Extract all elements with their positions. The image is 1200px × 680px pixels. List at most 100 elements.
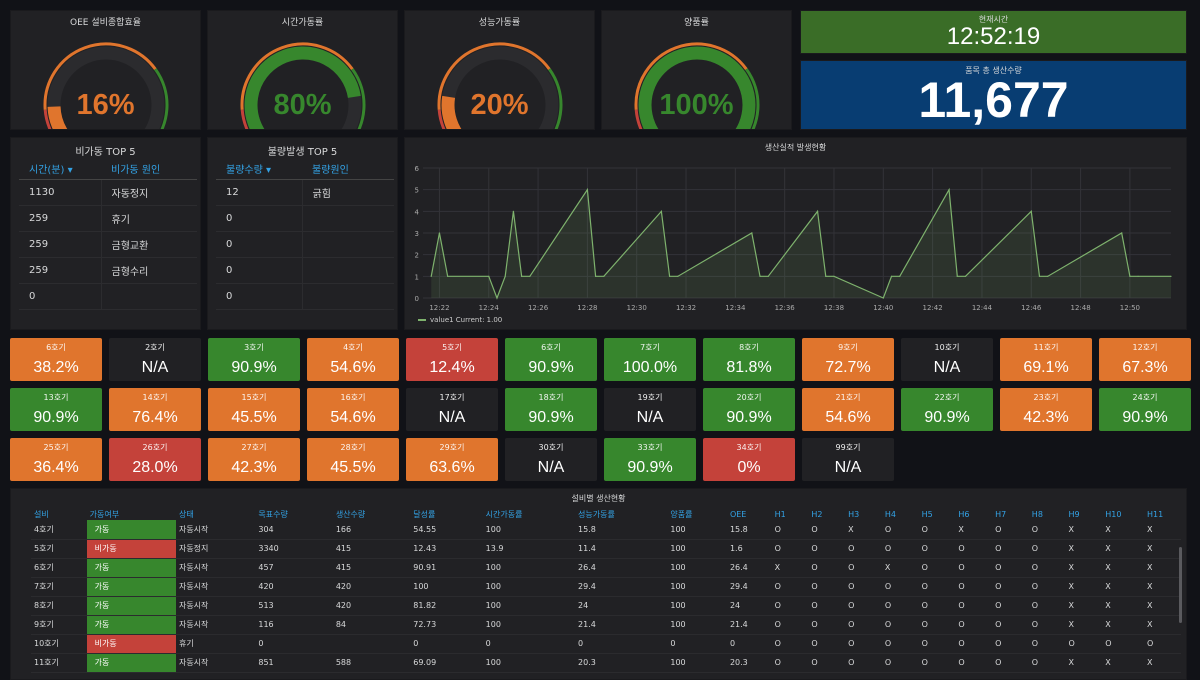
column-header[interactable]: H6 — [958, 510, 970, 519]
table-row[interactable]: 6호기 가동 자동시작 457 415 90.91 100 26.4 100 26.4 X O O X O O… — [31, 558, 1181, 578]
machine-tile[interactable]: 12호기 67.3% — [1099, 338, 1191, 381]
hour-check-cell: X — [1065, 539, 1103, 559]
table-row[interactable]: 10호기 비가동 휴기 0 0 0 0 0 0 O O O O O O O O O O O — [31, 634, 1181, 654]
table-cell: 자동시작 — [175, 615, 256, 635]
machine-rate: 69.1% — [1023, 359, 1069, 376]
machine-tile[interactable]: 23호기 42.3% — [1000, 388, 1092, 431]
machine-name: 18호기 — [538, 393, 564, 402]
machine-tile[interactable]: 24호기 90.9% — [1099, 388, 1191, 431]
machine-tile[interactable]: 5호기 12.4% — [406, 338, 498, 381]
machine-tile[interactable]: 99호기 N/A — [802, 438, 894, 481]
column-header[interactable]: H10 — [1105, 510, 1122, 519]
hour-check-cell: O — [918, 558, 956, 578]
column-header[interactable]: 성능가동률 — [578, 510, 615, 519]
column-header[interactable]: 상태 — [178, 510, 194, 519]
table-cell: 851 — [255, 653, 333, 673]
column-header[interactable]: H1 — [774, 510, 786, 519]
hour-check-cell: O — [992, 634, 1029, 654]
column-header[interactable]: H7 — [995, 510, 1007, 519]
hour-check-cell: X — [1102, 653, 1144, 673]
hour-check-cell: X — [1144, 596, 1181, 616]
downtime-col-minutes[interactable]: 시간(분) ▾ — [19, 158, 101, 180]
defect-cell: 0 — [216, 257, 302, 284]
column-header[interactable]: 생산수량 — [335, 510, 366, 519]
threshold-orange — [43, 42, 157, 110]
machine-tile[interactable]: 21호기 54.6% — [802, 388, 894, 431]
table-row[interactable]: 11호기 가동 자동시작 851 588 69.09 100 20.3 100 20.3 O O O O O… — [31, 653, 1181, 673]
machine-rate: 90.9% — [528, 359, 574, 376]
hour-check-cell: X — [1102, 596, 1144, 616]
machine-tile[interactable]: 28호기 45.5% — [307, 438, 399, 481]
downtime-col-cause[interactable]: 비가동 원인 — [101, 158, 197, 180]
time-availability-gauge-panel: 시간가동률 80% — [207, 10, 398, 130]
machine-tile[interactable]: 33호기 90.9% — [604, 438, 696, 481]
machine-tile[interactable]: 10호기 N/A — [901, 338, 993, 381]
table-row[interactable]: 7호기 가동 자동시작 420 420 100 100 29.4 100 29.4 O O O O O O O O… — [31, 577, 1181, 597]
column-header[interactable]: H4 — [884, 510, 896, 519]
column-header[interactable]: H11 — [1147, 510, 1164, 519]
hour-check-cell: X — [955, 520, 993, 540]
data-point — [759, 275, 761, 277]
table-cell: 11호기 — [31, 653, 87, 673]
machine-tile[interactable]: 3호기 90.9% — [208, 338, 300, 381]
machine-tile[interactable]: 14호기 76.4% — [109, 388, 201, 431]
downtime-cell: 259 — [19, 205, 101, 232]
table-cell: 0 — [255, 634, 333, 654]
table-cell: 0 — [410, 634, 483, 654]
machine-tile[interactable]: 20호기 90.9% — [703, 388, 795, 431]
machine-tile[interactable]: 15호기 45.5% — [208, 388, 300, 431]
column-header[interactable]: H9 — [1068, 510, 1080, 519]
machine-tile[interactable]: 30호기 N/A — [505, 438, 597, 481]
column-header[interactable]: 목표수량 — [258, 510, 288, 519]
column-header[interactable]: 설비 — [34, 510, 49, 519]
downtime-row: 0 — [19, 283, 197, 310]
machine-tile[interactable]: 16호기 54.6% — [307, 388, 399, 431]
table-row[interactable]: 5호기 비가동 자동정지 3340 415 12.43 13.9 11.4 100 1.6 O O O O… — [31, 539, 1181, 559]
defect-cell — [301, 231, 394, 258]
gauge-fill — [244, 46, 361, 129]
machine-tile[interactable]: 17호기 N/A — [406, 388, 498, 431]
machine-tile[interactable]: 13호기 90.9% — [10, 388, 102, 431]
machine-rate: 81.8% — [726, 359, 772, 376]
column-header[interactable]: 달성률 — [413, 510, 436, 519]
machine-name: 6호기 — [541, 343, 561, 352]
table-scrollbar[interactable] — [1179, 547, 1182, 623]
column-header[interactable]: H8 — [1031, 510, 1043, 519]
machine-tile[interactable]: 26호기 28.0% — [109, 438, 201, 481]
column-header[interactable]: H2 — [811, 510, 823, 519]
column-header[interactable]: OEE — [729, 510, 747, 519]
machine-tile[interactable]: 6호기 90.9% — [505, 338, 597, 381]
machine-tile[interactable]: 25호기 36.4% — [10, 438, 102, 481]
column-header[interactable]: 양품률 — [670, 510, 693, 519]
defect-col-cause[interactable]: 불량원인 — [302, 158, 394, 180]
machine-tile[interactable]: 19호기 N/A — [604, 388, 696, 431]
machine-tile[interactable]: 18호기 90.9% — [505, 388, 597, 431]
machine-tile[interactable]: 2호기 N/A — [109, 338, 201, 381]
machine-tile[interactable]: 11호기 69.1% — [1000, 338, 1092, 381]
machine-tile[interactable]: 7호기 100.0% — [604, 338, 696, 381]
hour-check-cell: O — [1028, 615, 1066, 635]
machine-name: 11호기 — [1033, 343, 1059, 352]
column-header[interactable]: H5 — [921, 510, 933, 519]
machine-tile[interactable]: 29호기 63.6% — [406, 438, 498, 481]
table-row[interactable]: 8호기 가동 자동시작 513 420 81.82 100 24 100 24 O O O O O O O O X X… — [31, 596, 1181, 616]
quality-gauge-value: 100% — [659, 89, 734, 121]
machine-tile[interactable]: 27호기 42.3% — [208, 438, 300, 481]
machine-tile[interactable]: 22호기 90.9% — [901, 388, 993, 431]
machine-tile[interactable]: 6호기 38.2% — [10, 338, 102, 381]
table-row[interactable]: 4호기 가동 자동시작 304 166 54.55 100 15.8 100 15.8 O O X O O X… — [31, 520, 1181, 540]
gauge-fill — [47, 106, 68, 129]
column-header[interactable]: 가동여부 — [89, 510, 120, 519]
column-header[interactable]: H3 — [848, 510, 860, 519]
defect-row: 0 — [216, 257, 394, 284]
hour-check-cell: O — [955, 634, 993, 654]
hour-check-cell: O — [992, 653, 1029, 673]
machine-tile[interactable]: 34호기 0% — [703, 438, 795, 481]
machine-tile[interactable]: 8호기 81.8% — [703, 338, 795, 381]
table-cell: 100 — [667, 520, 727, 540]
machine-tile[interactable]: 4호기 54.6% — [307, 338, 399, 381]
column-header[interactable]: 시간가동률 — [485, 510, 523, 519]
defect-col-qty[interactable]: 불량수량 ▾ — [216, 158, 302, 180]
table-row[interactable]: 9호기 가동 자동시작 116 84 72.73 100 21.4 100 21.4 O O O O O O O… — [31, 615, 1181, 635]
machine-tile[interactable]: 9호기 72.7% — [802, 338, 894, 381]
